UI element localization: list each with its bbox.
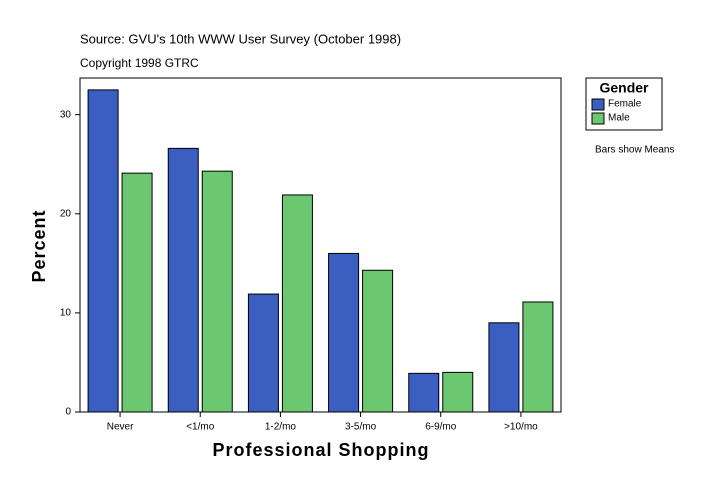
x-tick-label: <1/mo <box>186 422 215 433</box>
note: Bars show Means <box>595 145 674 156</box>
y-tick-label: 20 <box>60 208 72 219</box>
bar <box>442 371 474 413</box>
plot-frame <box>79 77 562 413</box>
bar <box>328 252 360 413</box>
y-tick-label: 10 <box>60 308 72 319</box>
x-tick-label: 6-9/mo <box>425 422 457 433</box>
x-axis-title: Professional Shopping <box>212 440 429 460</box>
bar <box>201 170 233 413</box>
subtitle: Source: GVU's 10th WWW User Survey (Octo… <box>80 31 401 46</box>
legend-swatch <box>591 98 605 111</box>
x-tick-label: Never <box>107 422 134 433</box>
x-tick-label: 1-2/mo <box>265 422 297 433</box>
bar <box>247 293 279 413</box>
legend-title: Gender <box>599 80 649 96</box>
copyright: Copyright 1998 GTRC <box>80 56 199 70</box>
bar <box>362 269 394 413</box>
y-tick-label: 30 <box>60 109 72 120</box>
legend-swatch <box>591 112 605 125</box>
legend-label: Female <box>608 99 642 110</box>
y-tick-label: 0 <box>65 407 71 418</box>
x-tick-label: >10/mo <box>504 422 538 433</box>
bar <box>522 301 554 413</box>
bar <box>87 89 119 413</box>
x-tick-label: 3-5/mo <box>345 422 377 433</box>
legend-label: Male <box>608 113 630 124</box>
bar <box>167 147 199 413</box>
bar <box>408 372 440 413</box>
bar <box>121 172 153 413</box>
bar <box>281 194 313 413</box>
y-axis-title: Percent <box>29 209 49 282</box>
bar <box>488 322 520 413</box>
